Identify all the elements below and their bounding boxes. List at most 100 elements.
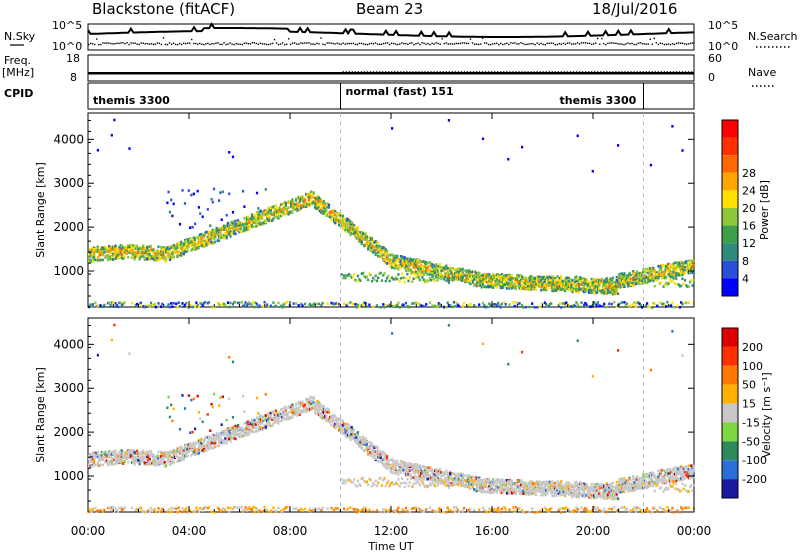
power-cell bbox=[606, 288, 610, 292]
velocity-cell bbox=[89, 460, 92, 463]
velocity-cell bbox=[197, 510, 200, 514]
power-cell bbox=[624, 304, 627, 307]
velocity-cell bbox=[109, 451, 112, 454]
power-cell bbox=[158, 250, 161, 253]
power-cell bbox=[413, 273, 416, 276]
power-cell bbox=[375, 304, 379, 307]
velocity-cell bbox=[180, 445, 183, 449]
power-cell bbox=[675, 274, 678, 278]
power-cell bbox=[243, 205, 246, 208]
power-cell bbox=[101, 305, 105, 309]
power-cell bbox=[572, 287, 575, 291]
power-cell bbox=[627, 274, 630, 278]
power-cell bbox=[667, 267, 670, 270]
power-cell bbox=[483, 280, 486, 283]
power-cell bbox=[416, 261, 419, 265]
power-cell bbox=[513, 278, 516, 282]
nsearch-point bbox=[588, 42, 591, 45]
power-cell bbox=[225, 236, 228, 240]
nsearch-point bbox=[643, 43, 645, 45]
power-cell bbox=[249, 224, 252, 227]
power-cell bbox=[228, 151, 231, 154]
power-cell bbox=[388, 303, 391, 307]
nave-point bbox=[212, 72, 214, 75]
velocity-cell bbox=[228, 356, 231, 359]
velocity-cell bbox=[108, 455, 111, 458]
power-cell bbox=[534, 284, 538, 288]
velocity-cell bbox=[139, 506, 142, 510]
power-cell bbox=[358, 231, 361, 234]
velocity-cell bbox=[205, 435, 208, 439]
nave-point bbox=[348, 71, 350, 73]
power-cell bbox=[210, 305, 213, 309]
velocity-cell bbox=[199, 438, 202, 442]
velocity-cell bbox=[136, 459, 139, 462]
power-cell bbox=[423, 266, 426, 269]
power-cell bbox=[205, 244, 208, 247]
power-cell bbox=[91, 259, 94, 263]
power-cell bbox=[516, 276, 519, 279]
power-cell bbox=[257, 221, 260, 224]
power-cell bbox=[153, 303, 156, 306]
nsearch-point bbox=[279, 43, 282, 45]
nsearch-point bbox=[633, 43, 635, 46]
power-cell bbox=[604, 278, 607, 282]
nsearch-point bbox=[558, 42, 561, 45]
power-cell bbox=[622, 273, 625, 277]
nsearch-point bbox=[368, 43, 371, 45]
power-cell bbox=[350, 232, 353, 235]
power-cell bbox=[258, 210, 261, 214]
power-cell bbox=[399, 262, 402, 266]
nave-point bbox=[457, 71, 460, 73]
power-cell bbox=[206, 236, 209, 239]
power-cell bbox=[646, 280, 649, 283]
power-cell bbox=[192, 245, 195, 249]
power-cell bbox=[459, 272, 462, 276]
power-cell bbox=[622, 282, 625, 286]
power-cell bbox=[343, 302, 346, 306]
velocity-cell bbox=[238, 435, 241, 439]
power-cell bbox=[348, 229, 351, 233]
power-cell bbox=[566, 276, 569, 280]
power-cell bbox=[223, 236, 226, 240]
power-cell bbox=[473, 270, 476, 274]
velocity-cell bbox=[133, 461, 136, 464]
power-cell bbox=[532, 284, 535, 288]
velocity-cell bbox=[123, 460, 126, 463]
velocity-cell bbox=[242, 427, 245, 431]
power-cell bbox=[483, 284, 486, 288]
power-cell bbox=[286, 210, 289, 213]
nsearch-point bbox=[411, 42, 413, 44]
nsearch-point bbox=[593, 43, 595, 45]
power-cell bbox=[344, 223, 347, 226]
power-cell bbox=[148, 258, 151, 261]
power-cell bbox=[146, 251, 149, 254]
velocity-cell bbox=[218, 439, 221, 443]
power-cell bbox=[605, 277, 608, 280]
nave-point bbox=[272, 72, 275, 75]
velocity-cell bbox=[213, 446, 216, 449]
power-cell bbox=[590, 291, 593, 295]
power-cell bbox=[183, 303, 187, 307]
power-cell bbox=[566, 287, 569, 290]
power-cell bbox=[420, 262, 423, 265]
nsearch-point bbox=[172, 42, 175, 45]
power-cell bbox=[532, 277, 535, 280]
power-cell bbox=[271, 219, 274, 222]
power-cell bbox=[351, 228, 355, 231]
power-cell bbox=[678, 264, 682, 267]
velocity-cell bbox=[173, 456, 176, 459]
power-cell bbox=[562, 282, 565, 285]
power-cell bbox=[353, 273, 356, 276]
power-cell bbox=[122, 250, 125, 254]
power-cell bbox=[634, 282, 637, 286]
velocity-cell bbox=[94, 452, 97, 456]
nave-point bbox=[221, 72, 223, 75]
nave-point bbox=[239, 72, 241, 75]
power-cell bbox=[537, 284, 540, 288]
power-cell bbox=[634, 272, 637, 275]
velocity-cell bbox=[192, 446, 195, 449]
power-cell bbox=[668, 273, 671, 276]
power-cell bbox=[345, 219, 348, 223]
nsearch-point bbox=[96, 38, 98, 40]
